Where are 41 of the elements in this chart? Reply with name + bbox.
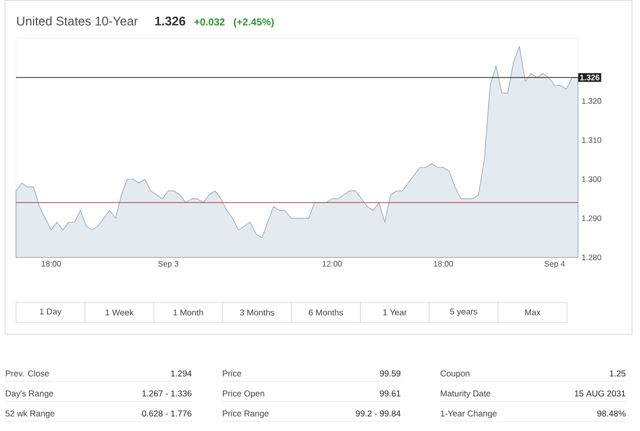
text: 99.61 [380,390,400,396]
text: Day's Range [6,390,54,398]
text: Maturity Date [440,390,490,398]
x-tick-label: 12:00 [322,260,342,266]
text: Prev. Close [6,370,49,376]
text: 1 Year [383,309,407,316]
text: 0.628 - 1.776 [142,410,192,416]
text: 1.326 [155,16,186,26]
y-tick-label: 1.300 [582,176,602,182]
text: 5 years [450,308,478,316]
text: 99.59 [380,370,400,376]
y-tick-label: 1.310 [582,137,602,143]
x-tick-label: Sep 3 [158,260,178,268]
text: 3 Months [240,309,274,316]
text: Price Open [222,390,264,398]
text: 52 wk Range [6,410,54,418]
text: 1.25 [610,370,626,376]
text: 1.294 [171,370,192,376]
x-tick-label: 18:00 [42,260,61,266]
x-tick-label: 18:00 [434,260,454,266]
ref-line-label: 1.326 [580,74,600,80]
text: 6 Months [308,309,344,316]
text: 1 Day [40,308,62,316]
text: +0.032 [194,18,225,26]
text: Price [222,370,242,376]
text: (+2.45%) [234,18,274,28]
y-tick-label: 1.290 [582,215,602,221]
text: 1 Month [173,309,203,316]
text: 1-Year Change [440,410,497,418]
text: 99.2 - 99.84 [356,410,401,416]
chart-title: United States 10-Year [17,16,138,26]
text: 1 Week [106,309,134,316]
text: 15 AUG 2031 [574,390,626,396]
text: 1.267 - 1.336 [142,390,192,396]
text: Max [525,309,541,316]
text: Coupon [440,370,470,378]
x-tick-label: Sep 4 [544,260,565,268]
y-tick-label: 1.280 [582,254,602,260]
text: 98.48% [597,410,626,416]
y-tick-label: 1.320 [582,98,602,104]
text: Price Range [222,410,269,418]
